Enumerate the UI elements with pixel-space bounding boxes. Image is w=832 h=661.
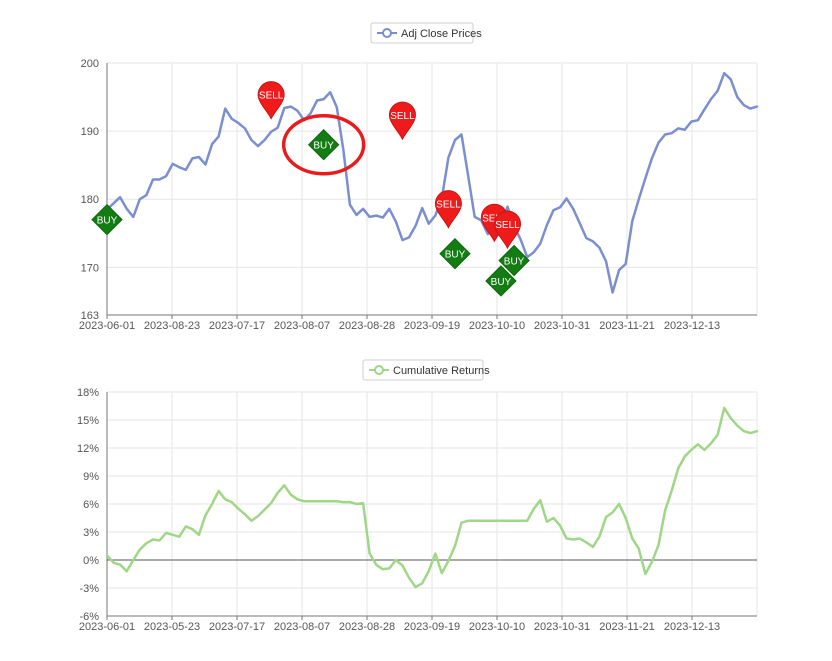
price-legend-box: [370, 22, 474, 44]
returns-xtick-label: 2023-06-01: [79, 621, 135, 633]
returns-ytick-label: 6%: [83, 499, 99, 511]
price-legend[interactable]: Adj Close Prices: [370, 22, 482, 44]
price-ytick-label: 163: [81, 310, 99, 322]
price-xtick-label: 2023-06-01: [79, 320, 135, 332]
returns-xtick-label: 2023-08-28: [339, 621, 395, 633]
returns-ytick-label: 12%: [77, 443, 99, 455]
highlight-circle: [281, 113, 366, 176]
sell-marker: SELL: [388, 101, 416, 141]
price-legend-label: Adj Close Prices: [401, 28, 482, 40]
buy-marker-label: BUY: [504, 257, 525, 268]
buy-marker-diamond: [498, 244, 530, 277]
price-xtick-label: 2023-11-21: [599, 320, 654, 332]
returns-ticks: -6% -3% 0% 3% 6% 9% 12% 15% 18% 2023-06-01 2023-05…: [77, 387, 720, 633]
buy-marker-label: BUY: [313, 141, 334, 152]
buy-marker-diamond: [485, 265, 517, 297]
buy-marker-diamond: [439, 237, 471, 270]
price-line: [105, 71, 759, 294]
returns-ytick-label: -3%: [79, 583, 99, 595]
sell-marker-label: SELL: [259, 91, 284, 102]
price-xtick-label: 2023-08-07: [274, 320, 330, 332]
price-xtick-label: 2023-09-19: [404, 320, 460, 332]
price-ticks: 163 170 180 190 200 2023-06-01 2023-08-23 2023-…: [79, 58, 720, 332]
returns-ytick-label: 15%: [77, 415, 99, 427]
returns-xtick-label: 2023-12-13: [664, 621, 720, 633]
returns-xtick-label: 2023-05-23: [144, 621, 200, 633]
returns-ytick-label: -6%: [79, 611, 99, 623]
price-xtick-label: 2023-07-17: [209, 320, 265, 332]
buy-marker: BUY: [439, 237, 471, 270]
sell-marker-pin: [388, 101, 416, 141]
buy-marker: BUY: [485, 265, 517, 297]
returns-grid: [106, 391, 758, 620]
price-ytick-label: 200: [81, 58, 99, 70]
price-xtick-label: 2023-10-10: [469, 320, 525, 332]
price-xtick-label: 2023-08-23: [144, 320, 200, 332]
sell-marker: SELL: [494, 210, 522, 250]
returns-legend[interactable]: Cumulative Returns: [362, 359, 490, 381]
sell-marker: SELL: [434, 190, 462, 229]
returns-legend-label: Cumulative Returns: [393, 365, 490, 377]
buy-marker-label: BUY: [491, 277, 512, 288]
sell-marker-pin: [494, 210, 522, 250]
buy-marker-label: BUY: [97, 216, 118, 227]
price-xtick-label: 2023-08-28: [339, 320, 395, 332]
buy-marker-label: BUY: [445, 250, 466, 261]
price-xtick-label: 2023-10-31: [534, 320, 590, 332]
price-xtick-label: 2023-12-13: [664, 320, 720, 332]
returns-ytick-label: 0%: [83, 555, 99, 567]
returns-xtick-label: 2023-11-21: [599, 621, 654, 633]
sell-marker-pin: [257, 81, 285, 120]
buy-marker-diamond: [91, 203, 123, 236]
returns-ytick-label: 3%: [83, 527, 99, 539]
sell-marker-label: SELL: [436, 200, 461, 211]
returns-series: [105, 406, 759, 589]
returns-legend-marker: [374, 365, 384, 375]
buy-marker: BUY: [307, 129, 340, 161]
returns-xtick-label: 2023-08-07: [274, 621, 330, 633]
returns-ytick-label: 18%: [77, 387, 99, 399]
price-ytick-label: 180: [81, 194, 99, 206]
returns-xtick-label: 2023-10-10: [469, 621, 525, 633]
price-ytick-label: 190: [81, 126, 99, 138]
price-ytick-label: 170: [81, 262, 99, 274]
returns-line: [105, 406, 759, 589]
returns-xtick-label: 2023-10-31: [534, 621, 590, 633]
returns-legend-box: [362, 359, 484, 381]
buy-marker: BUY: [91, 203, 123, 236]
returns-ytick-label: 9%: [83, 471, 99, 483]
buy-marker: BUY: [498, 244, 530, 277]
sell-marker-label: SELL: [495, 220, 520, 231]
returns-xtick-label: 2023-07-17: [209, 621, 265, 633]
price-legend-marker: [382, 28, 392, 38]
sell-marker-label: SELL: [482, 213, 507, 224]
sell-marker-pin: [434, 190, 462, 229]
price-grid: [106, 62, 758, 319]
price-series: [105, 71, 759, 294]
returns-xtick-label: 2023-09-19: [404, 621, 460, 633]
buy-marker-diamond: [307, 129, 340, 161]
sell-marker: SELL: [257, 81, 285, 120]
sell-marker-label: SELL: [390, 111, 415, 122]
